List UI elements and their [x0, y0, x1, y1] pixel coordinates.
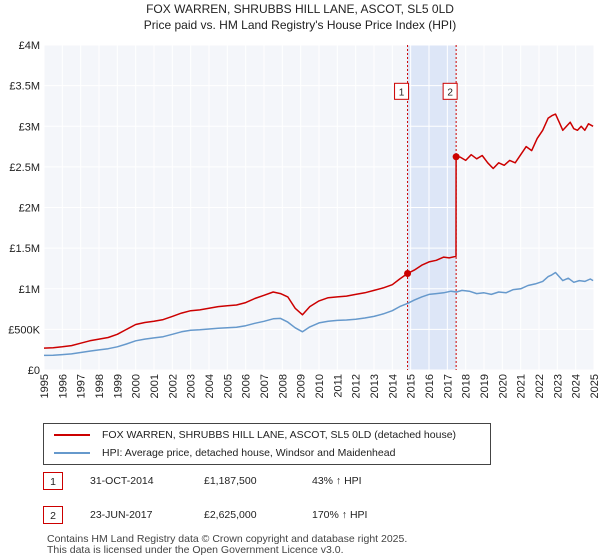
x-tick-label: 2020 — [497, 374, 509, 398]
x-tick-label: 2014 — [387, 374, 399, 398]
x-tick-label: 2016 — [424, 374, 436, 398]
transaction-price-1: £1,187,500 — [204, 475, 257, 487]
y-tick-label: £1M — [19, 284, 40, 296]
x-tick-label: 1998 — [94, 374, 106, 398]
x-tick-label: 2019 — [479, 374, 491, 398]
legend-label-property: FOX WARREN, SHRUBBS HILL LANE, ASCOT, SL… — [102, 429, 457, 441]
sale-point-2 — [452, 153, 460, 161]
y-tick-label: £1.5M — [9, 243, 40, 255]
transaction-marker-1: 1 — [43, 472, 63, 490]
footer-copyright: Contains HM Land Registry data © Crown c… — [47, 533, 408, 545]
x-tick-label: 1999 — [112, 374, 124, 398]
transaction-hpi-1: 43% ↑ HPI — [312, 475, 362, 487]
footer-licence: This data is licensed under the Open Gov… — [47, 544, 344, 556]
legend-swatch-property — [54, 434, 90, 436]
x-tick-label: 2004 — [204, 374, 216, 398]
chart-subtitle: Price paid vs. HM Land Registry's House … — [143, 18, 457, 32]
y-tick-label: £2M — [19, 203, 40, 215]
x-tick-label: 2017 — [442, 374, 454, 398]
transaction-date-1: 31-OCT-2014 — [90, 475, 154, 487]
sale-box-1 — [394, 82, 410, 100]
x-tick-label: 2021 — [516, 374, 528, 398]
x-tick-label: 2006 — [241, 374, 253, 398]
x-tick-label: 2013 — [369, 374, 381, 398]
x-tick-label: 2022 — [534, 374, 546, 398]
y-tick-label: £0 — [28, 365, 40, 377]
x-tick-label: 1995 — [39, 374, 51, 398]
chart-title: FOX WARREN, SHRUBBS HILL LANE, ASCOT, SL… — [146, 2, 454, 16]
x-tick-label: 2009 — [296, 374, 308, 398]
transaction-date-2: 23-JUN-2017 — [90, 509, 153, 521]
x-tick-label: 2007 — [259, 374, 271, 398]
series-line-hpi — [43, 271, 594, 357]
x-tick-label: 1997 — [76, 374, 88, 398]
legend-swatch-hpi — [54, 452, 90, 454]
series-line-property — [43, 113, 594, 349]
x-tick-label: 2018 — [461, 374, 473, 398]
y-tick-label: £4M — [19, 40, 40, 52]
x-tick-label: 2012 — [351, 374, 363, 398]
x-tick-label: 2015 — [406, 374, 418, 398]
x-tick-label: 2001 — [149, 374, 161, 398]
sale-box-label-2: 2 — [447, 87, 453, 98]
sale-box-label-1: 1 — [399, 87, 405, 98]
x-tick-label: 2008 — [277, 374, 289, 398]
sale-point-1 — [404, 270, 412, 278]
transaction-price-2: £2,625,000 — [204, 509, 257, 521]
transaction-marker-2: 2 — [43, 506, 63, 524]
y-tick-label: £3.5M — [9, 81, 40, 93]
x-tick-label: 2011 — [332, 374, 344, 398]
sale-box-2 — [442, 82, 458, 100]
legend-label-hpi: HPI: Average price, detached house, Wind… — [102, 447, 396, 459]
x-tick-label: 2002 — [167, 374, 179, 398]
x-tick-label: 2005 — [222, 374, 234, 398]
x-tick-label: 1996 — [57, 374, 69, 398]
price-chart: 1 2 £0 £500K £1M £1.5M £2M £2.5M £3M £3.5M £4M 1995… — [8, 40, 600, 398]
x-tick-label: 2024 — [571, 374, 583, 398]
y-tick-label: £2.5M — [9, 162, 40, 174]
x-tick-label: 2025 — [589, 374, 600, 398]
transaction-hpi-2: 170% ↑ HPI — [312, 509, 368, 521]
y-tick-label: £500K — [8, 324, 40, 336]
legend: FOX WARREN, SHRUBBS HILL LANE, ASCOT, SL… — [43, 423, 491, 465]
x-tick-label: 2010 — [314, 374, 326, 398]
x-tick-label: 2000 — [131, 374, 143, 398]
y-tick-label: £3M — [19, 121, 40, 133]
x-tick-label: 2023 — [552, 374, 564, 398]
x-tick-label: 2003 — [186, 374, 198, 398]
